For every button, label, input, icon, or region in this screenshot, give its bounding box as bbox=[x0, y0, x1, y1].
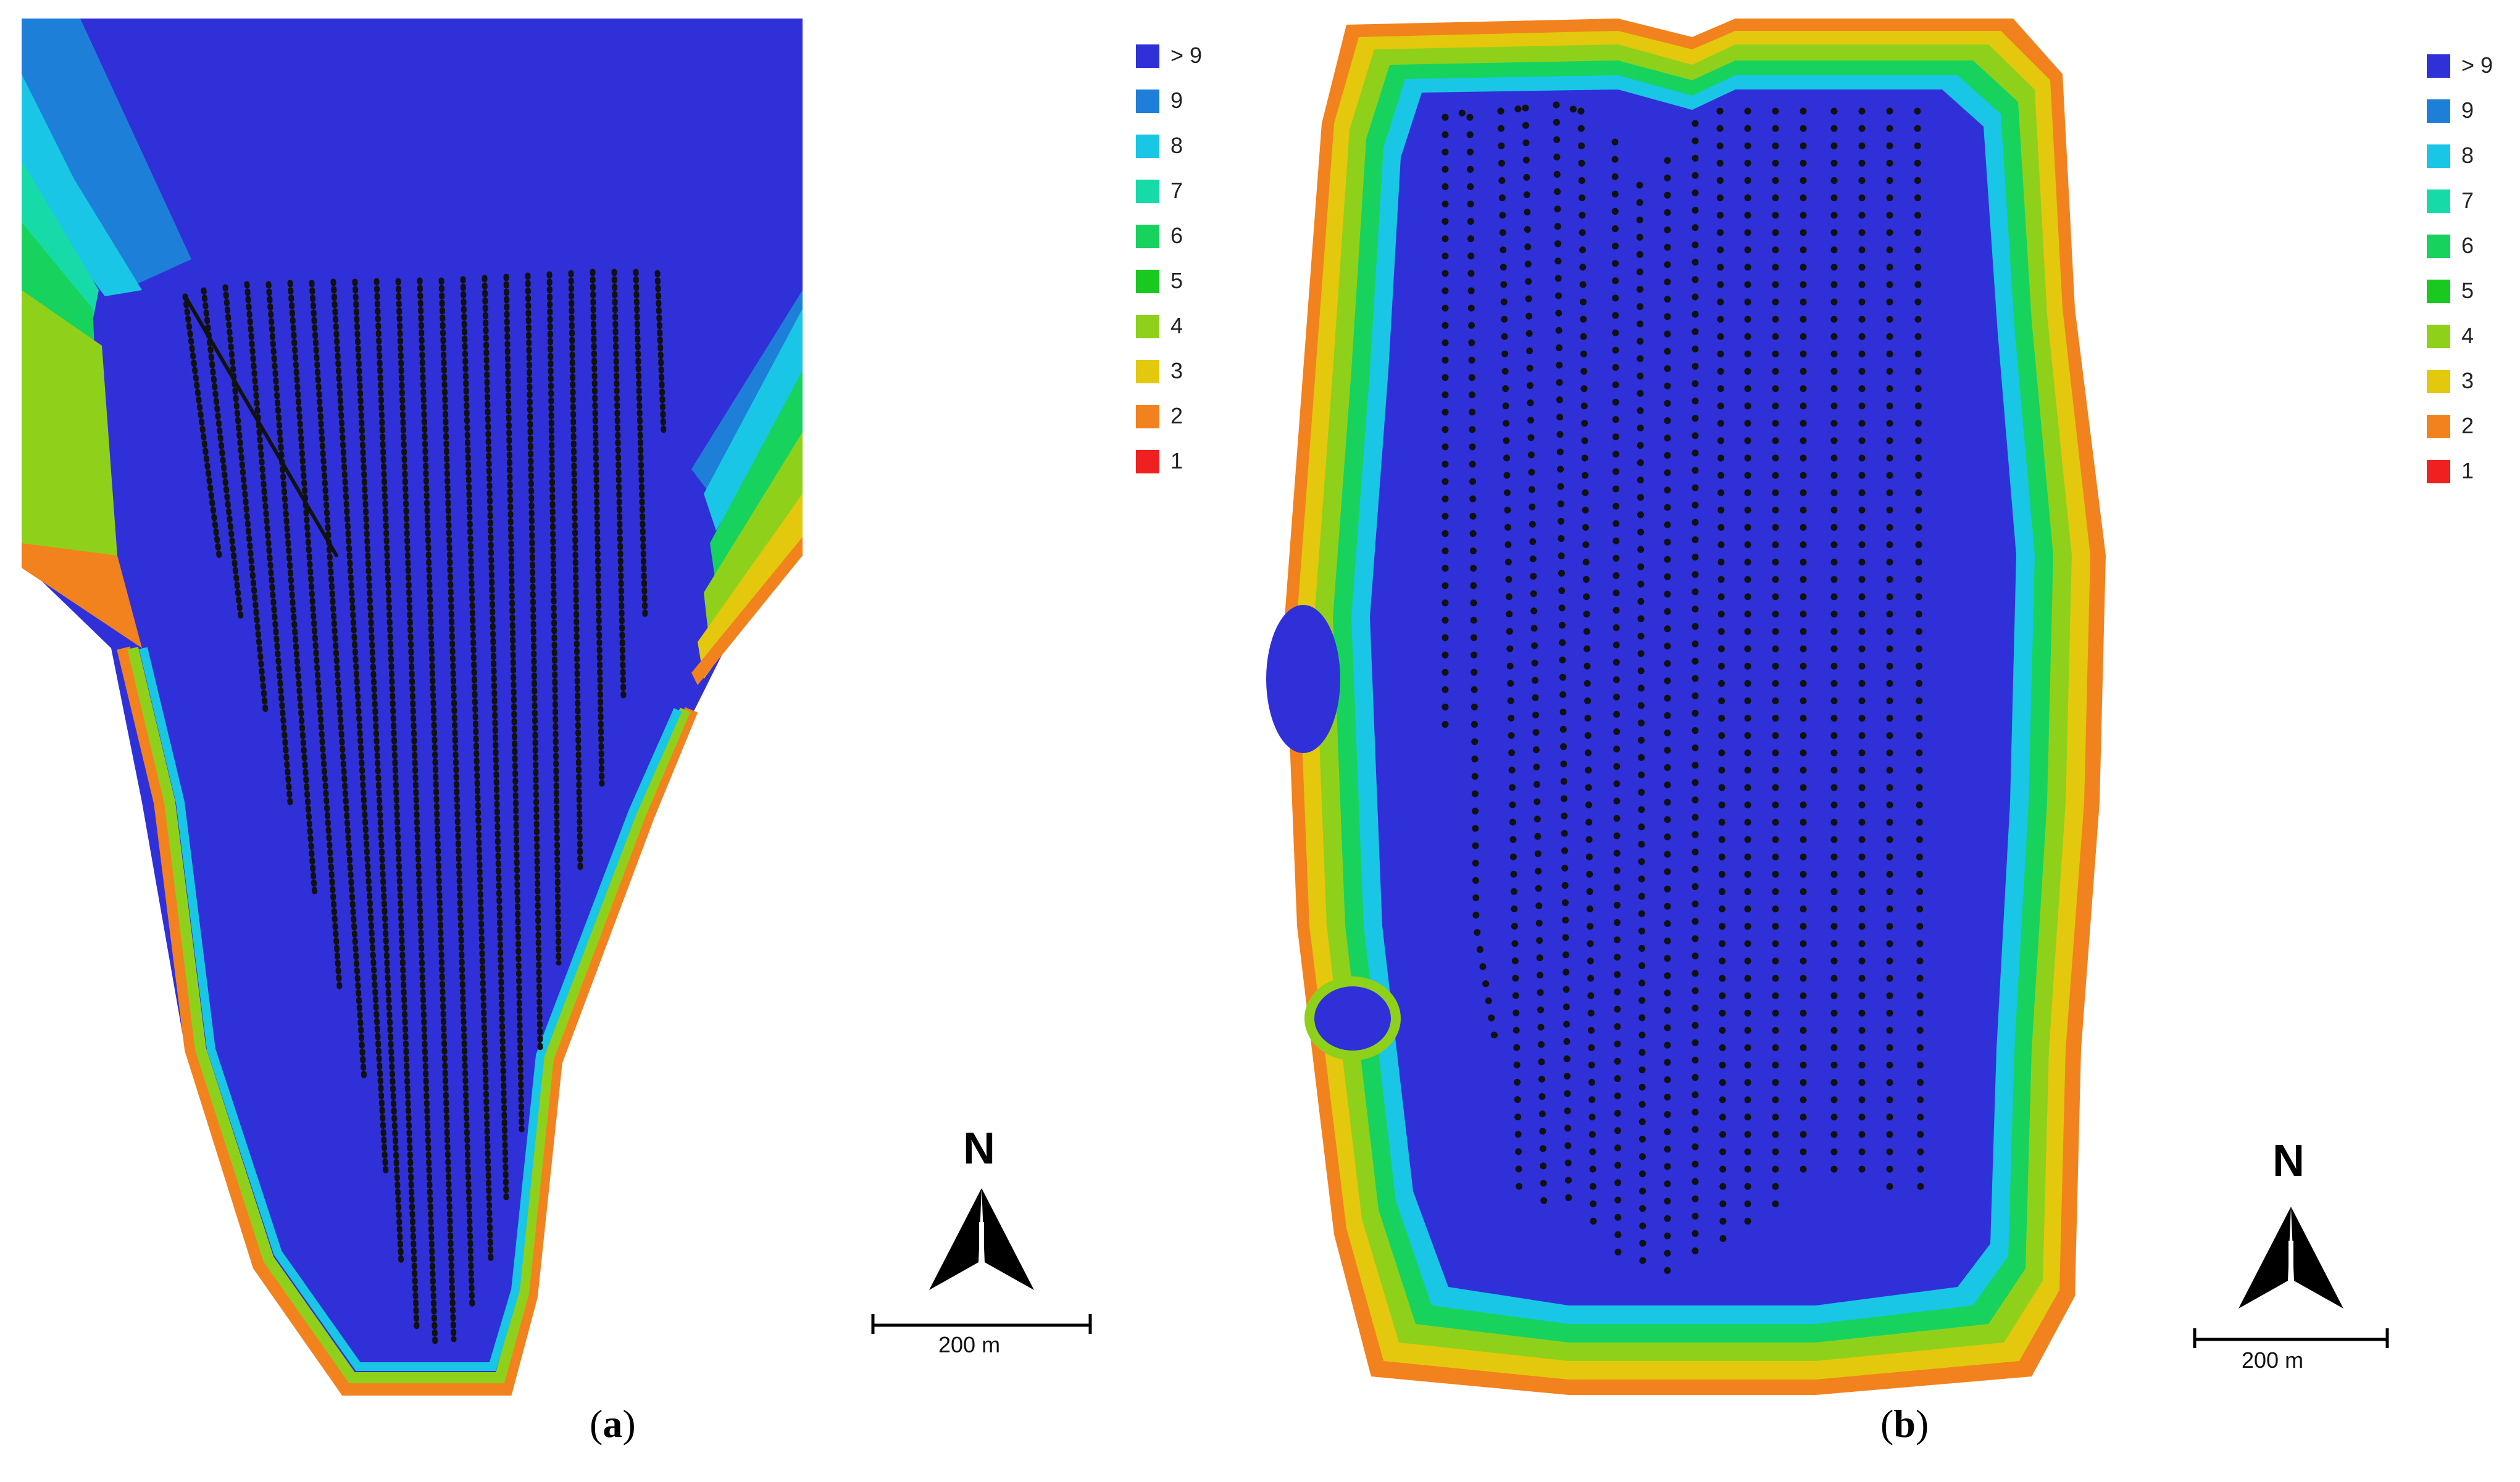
legend-swatch bbox=[2427, 99, 2450, 123]
map-a-right-band-9 bbox=[691, 290, 803, 494]
map-a-band-4 bbox=[22, 290, 117, 556]
legend-item: 9 bbox=[2427, 93, 2520, 130]
north-letter: N bbox=[963, 1124, 995, 1173]
legend-item: 8 bbox=[2427, 138, 2520, 175]
legend-swatch bbox=[2427, 189, 2450, 213]
legend-label: 4 bbox=[1170, 313, 1183, 338]
legend-label: 6 bbox=[2461, 233, 2474, 258]
legend-swatch bbox=[1136, 135, 1159, 158]
map-a-band-2 bbox=[22, 543, 142, 648]
map-a-band-8 bbox=[22, 74, 142, 296]
legend-swatch bbox=[2427, 280, 2450, 303]
legend-swatch bbox=[2427, 325, 2450, 348]
legend-item: 5 bbox=[2427, 273, 2520, 310]
legend-label: 3 bbox=[1170, 358, 1183, 383]
caption-letter: b bbox=[1893, 1402, 1916, 1446]
legend-swatch bbox=[2427, 370, 2450, 393]
north-arrow-icon bbox=[2238, 1207, 2343, 1309]
legend-label: 1 bbox=[2461, 458, 2474, 483]
legend-label: 8 bbox=[2461, 143, 2474, 168]
legend-item: 6 bbox=[2427, 228, 2520, 265]
legend-swatch bbox=[1136, 270, 1159, 293]
legend-label: 2 bbox=[1170, 403, 1183, 428]
panel-caption: (a) bbox=[590, 1401, 636, 1447]
legend-label: > 9 bbox=[2461, 52, 2493, 78]
legend-label: 7 bbox=[2461, 188, 2474, 213]
depth-map-b bbox=[1266, 19, 2106, 1395]
panel-caption: (b) bbox=[1880, 1401, 1929, 1447]
legend-item: 3 bbox=[1136, 354, 1321, 391]
legend-swatch bbox=[1136, 315, 1159, 338]
caption-open: ( bbox=[1880, 1402, 1894, 1446]
legend-label: 9 bbox=[2461, 98, 2474, 123]
legend-item: > 9 bbox=[1136, 38, 1321, 75]
survey-track-b bbox=[1441, 101, 1924, 1275]
map-a-right-band-3 bbox=[698, 494, 803, 679]
legend-item: 4 bbox=[2427, 318, 2520, 356]
legend-label: 2 bbox=[2461, 413, 2474, 438]
map-a-shore-inner bbox=[139, 647, 682, 1371]
legend-swatch bbox=[1136, 405, 1159, 428]
panel-a: > 9 9 8 7 6 5 4 3 bbox=[22, 19, 1202, 1447]
legend-swatch bbox=[1136, 180, 1159, 203]
legend-label: 5 bbox=[2461, 278, 2474, 303]
scale-bar bbox=[2193, 1328, 2389, 1348]
legend-item: 7 bbox=[1136, 173, 1321, 210]
map-a-shore-outer bbox=[117, 646, 698, 1396]
legend-label: > 9 bbox=[1170, 43, 1203, 68]
legend-swatch bbox=[1136, 360, 1159, 383]
legend-label: 7 bbox=[1170, 178, 1183, 203]
legend-item: 7 bbox=[2427, 183, 2520, 220]
legend-item: 2 bbox=[1136, 399, 1321, 436]
map-b-inlet-left-rim bbox=[1304, 976, 1401, 1060]
depth-map-a bbox=[22, 19, 803, 1396]
legend-item: 5 bbox=[1136, 264, 1321, 301]
legend-swatch bbox=[1136, 225, 1159, 248]
legend-item: 2 bbox=[2427, 409, 2520, 446]
map-a-right-band-8 bbox=[704, 309, 803, 531]
map-a-right-band-6 bbox=[710, 370, 803, 586]
legend-label: 1 bbox=[1170, 448, 1183, 473]
legend-label: 6 bbox=[1170, 223, 1183, 248]
north-letter: N bbox=[2272, 1136, 2305, 1186]
legend-swatch bbox=[2427, 54, 2450, 78]
legend-swatch bbox=[1136, 44, 1159, 68]
legend-label: 4 bbox=[2461, 323, 2474, 348]
map-a-shore-mid bbox=[127, 646, 691, 1383]
caption-close: ) bbox=[1915, 1402, 1929, 1446]
legend-item: > 9 bbox=[2427, 48, 2520, 85]
legend-label: 9 bbox=[1170, 88, 1183, 113]
map-a-band-7 bbox=[22, 160, 99, 321]
legend-label: 8 bbox=[1170, 133, 1183, 158]
legend-swatch bbox=[2427, 415, 2450, 438]
map-a-right-band-2 bbox=[691, 537, 803, 685]
legend-label: 3 bbox=[2461, 368, 2474, 393]
map-a-band-9 bbox=[22, 19, 191, 290]
map-a-right-band-4 bbox=[704, 432, 803, 648]
legend-swatch bbox=[2427, 144, 2450, 168]
legend-swatch bbox=[2427, 235, 2450, 258]
north-arrow-icon bbox=[929, 1188, 1034, 1290]
legend-swatch bbox=[1136, 90, 1159, 113]
legend-swatch bbox=[1136, 450, 1159, 473]
legend-item: 1 bbox=[2427, 454, 2520, 491]
legend-item: 8 bbox=[1136, 128, 1321, 165]
legend-item: 3 bbox=[2427, 364, 2520, 401]
caption-letter: a bbox=[603, 1402, 623, 1446]
legend-item: 6 bbox=[1136, 219, 1321, 256]
caption-close: ) bbox=[622, 1402, 636, 1446]
scale-label: 200 m bbox=[2242, 1347, 2304, 1373]
legend-item: 1 bbox=[1136, 444, 1321, 481]
caption-open: ( bbox=[590, 1402, 603, 1446]
panel-b: > 9 9 8 7 6 5 4 3 bbox=[1260, 0, 2520, 1482]
legend-label: 5 bbox=[1170, 268, 1183, 293]
legend-item: 4 bbox=[1136, 309, 1321, 346]
scale-label: 200 m bbox=[938, 1332, 1001, 1357]
survey-track-a bbox=[182, 269, 667, 1349]
legend-swatch bbox=[2427, 460, 2450, 483]
scale-bar bbox=[871, 1314, 1092, 1334]
legend-item: 9 bbox=[1136, 83, 1321, 120]
map-b-inlet-left bbox=[1266, 605, 1340, 753]
